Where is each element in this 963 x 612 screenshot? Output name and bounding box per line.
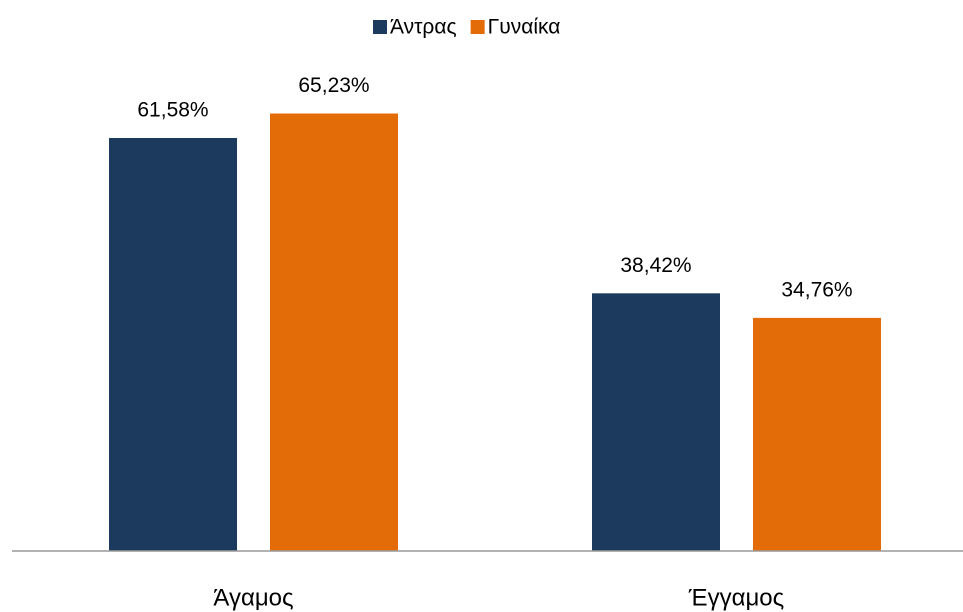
data-label: 65,23% <box>298 74 369 97</box>
legend-swatch <box>373 20 387 34</box>
bar <box>109 137 237 551</box>
legend-swatch <box>470 20 485 34</box>
data-label: 34,76% <box>781 278 852 301</box>
bar <box>270 113 398 552</box>
bar <box>753 317 881 551</box>
legend-label: Άντρας <box>390 16 457 39</box>
data-label: 61,58% <box>137 99 208 122</box>
bar <box>592 293 720 551</box>
data-label: 38,42% <box>620 254 691 277</box>
x-tick-label: Έγγαμος <box>688 584 784 611</box>
legend-label: Γυναίκα <box>488 16 561 39</box>
x-tick-label: Άγαμος <box>213 584 293 611</box>
